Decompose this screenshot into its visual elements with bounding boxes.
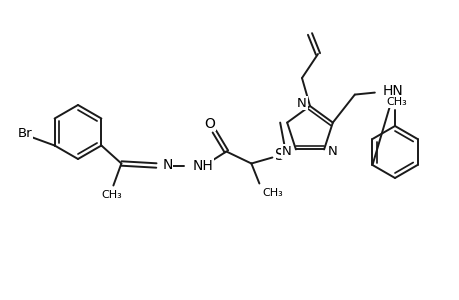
Text: S: S	[274, 148, 284, 163]
Text: N: N	[162, 158, 173, 172]
Text: N: N	[281, 145, 291, 158]
Text: CH₃: CH₃	[101, 190, 122, 200]
Text: CH₃: CH₃	[386, 97, 407, 107]
Text: N: N	[328, 145, 337, 158]
Text: Br: Br	[17, 127, 32, 140]
Text: O: O	[203, 116, 214, 130]
Text: CH₃: CH₃	[262, 188, 283, 197]
Text: HN: HN	[382, 84, 403, 98]
Text: N: N	[297, 97, 306, 110]
Text: NH: NH	[192, 158, 213, 172]
